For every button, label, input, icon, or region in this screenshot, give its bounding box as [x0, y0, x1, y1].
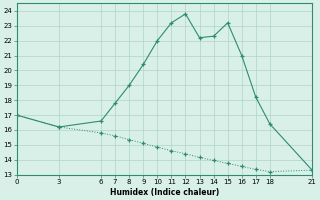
- X-axis label: Humidex (Indice chaleur): Humidex (Indice chaleur): [110, 188, 219, 197]
